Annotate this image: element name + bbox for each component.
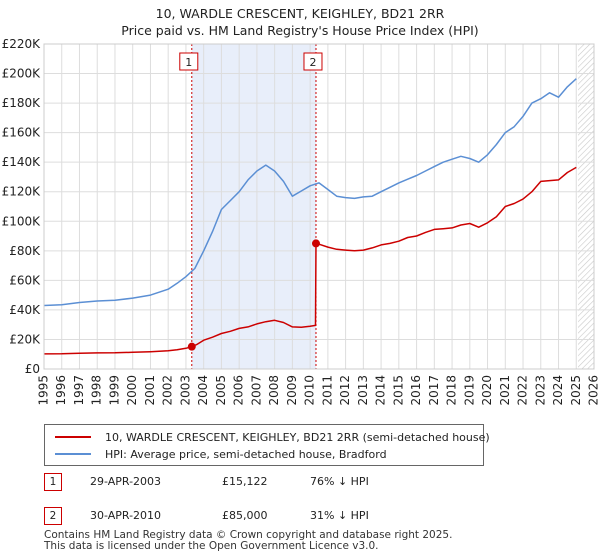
y-tick-label: £20K xyxy=(9,332,41,346)
sale-point xyxy=(187,342,196,351)
legend-price-label: 10, WARDLE CRESCENT, KEIGHLEY, BD21 2RR … xyxy=(105,430,490,444)
x-tick-label: 2002 xyxy=(161,375,175,406)
plot-background xyxy=(44,44,594,369)
chart-title-line1: 10, WARDLE CRESCENT, KEIGHLEY, BD21 2RR xyxy=(155,6,445,21)
y-tick-label: £60K xyxy=(9,273,41,287)
x-tick-label: 2015 xyxy=(391,375,405,406)
annotation-label: 1 xyxy=(185,56,192,69)
legend-item-hpi: HPI: Average price, semi-detached house,… xyxy=(55,446,387,462)
y-tick-label: £180K xyxy=(2,96,42,110)
sale-point xyxy=(311,239,320,248)
footer-licence: This data is licensed under the Open Gov… xyxy=(44,540,379,552)
legend-item-price: 10, WARDLE CRESCENT, KEIGHLEY, BD21 2RR … xyxy=(55,429,490,445)
hpi-line xyxy=(44,78,577,307)
sale-date: 29-APR-2003 xyxy=(90,475,162,488)
plot-border xyxy=(43,43,595,370)
x-tick-label: 1996 xyxy=(54,375,68,406)
legend-hpi-label: HPI: Average price, semi-detached house,… xyxy=(105,447,387,461)
x-tick-label: 2022 xyxy=(516,375,530,406)
sale-number-badge: 1 xyxy=(44,473,62,491)
x-tick-label: 2001 xyxy=(143,375,157,406)
x-tick-label: 2021 xyxy=(498,375,512,406)
y-tick-label: £200K xyxy=(2,67,42,81)
x-tick-label: 1998 xyxy=(90,375,104,406)
footer: Contains HM Land Registry data © Crown c… xyxy=(44,530,452,552)
x-tick-label: 2019 xyxy=(462,375,476,406)
x-tick-label: 2006 xyxy=(232,375,246,406)
future-hatch xyxy=(578,44,594,369)
y-tick-label: £40K xyxy=(9,303,41,317)
chart-title: 10, WARDLE CRESCENT, KEIGHLEY, BD21 2RR … xyxy=(0,5,600,39)
sale-row: 1 29-APR-2003 £15,122 76% ↓ HPI xyxy=(44,473,464,491)
sale-hpi-comparison: 31% ↓ HPI xyxy=(310,509,369,522)
legend-price-swatch xyxy=(55,436,91,438)
x-tick-label: 2012 xyxy=(338,375,352,406)
x-tick-label: 2018 xyxy=(445,375,459,406)
sale-date: 30-APR-2010 xyxy=(90,509,162,522)
sale-hpi-comparison: 76% ↓ HPI xyxy=(310,475,369,488)
x-tick-label: 2011 xyxy=(320,375,334,406)
y-tick-label: £0 xyxy=(25,362,40,376)
x-tick-label: 2013 xyxy=(356,375,370,406)
y-tick-label: £100K xyxy=(2,214,42,228)
x-axis: 1995 1996 1997 1998 1999 2000 2001 2002 2003 2004… xyxy=(37,375,600,406)
y-axis: £0 £20K £40K £60K £80K £100K £120K £140K £160K £1… xyxy=(2,37,42,376)
y-tick-label: £220K xyxy=(2,37,42,51)
x-tick-label: 2000 xyxy=(125,375,139,406)
sale-row: 2 30-APR-2010 £85,000 31% ↓ HPI xyxy=(44,507,464,525)
annotation-label: 2 xyxy=(309,56,316,69)
y-tick-label: £140K xyxy=(2,155,42,169)
x-tick-label: 2003 xyxy=(178,375,192,406)
x-tick-label: 2026 xyxy=(587,375,600,406)
legend-hpi-swatch xyxy=(55,453,91,455)
y-tick-label: £120K xyxy=(2,185,42,199)
x-tick-label: 2017 xyxy=(427,375,441,406)
x-tick-label: 2023 xyxy=(533,375,547,406)
chart-title-line2: Price paid vs. HM Land Registry's House … xyxy=(121,23,479,38)
x-tick-label: 1995 xyxy=(37,375,51,406)
x-tick-label: 2025 xyxy=(569,375,583,406)
sale-points xyxy=(187,239,320,351)
y-tick-label: £160K xyxy=(2,126,42,140)
x-tick-label: 2016 xyxy=(409,375,423,406)
price-chart: £0 £20K £40K £60K £80K £100K £120K £140K £160K £1… xyxy=(2,37,600,406)
x-tick-label: 2024 xyxy=(551,375,565,406)
price-paid-line xyxy=(44,166,577,355)
footer-copyright: Contains HM Land Registry data © Crown c… xyxy=(44,529,453,541)
annotation-box xyxy=(179,52,199,71)
x-tick-label: 2009 xyxy=(285,375,299,406)
sale-period-shade xyxy=(191,44,316,369)
annotation-box xyxy=(303,52,323,71)
sale-price: £15,122 xyxy=(222,475,268,488)
x-tick-label: 2004 xyxy=(196,375,210,406)
x-tick-label: 2020 xyxy=(480,375,494,406)
sale-number-badge: 2 xyxy=(44,507,62,525)
series-layer xyxy=(44,78,577,355)
sale-price: £85,000 xyxy=(222,509,268,522)
x-tick-label: 2014 xyxy=(374,375,388,406)
x-tick-label: 2008 xyxy=(267,375,281,406)
x-tick-label: 1997 xyxy=(72,375,86,406)
x-tick-label: 2010 xyxy=(303,375,317,406)
legend: 10, WARDLE CRESCENT, KEIGHLEY, BD21 2RR … xyxy=(44,424,490,466)
x-tick-label: 1999 xyxy=(107,375,121,406)
x-tick-label: 2007 xyxy=(249,375,263,406)
y-tick-label: £80K xyxy=(9,244,41,258)
x-tick-label: 2005 xyxy=(214,375,228,406)
